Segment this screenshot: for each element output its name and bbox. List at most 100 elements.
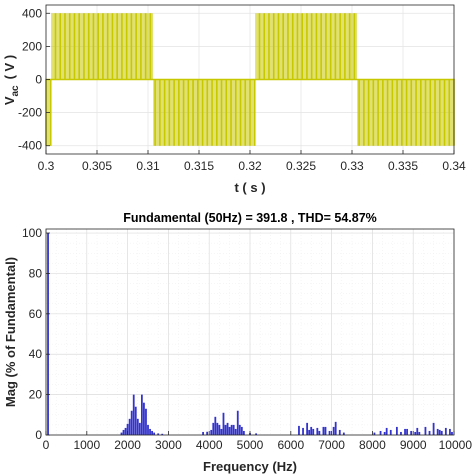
fft-bar: [132, 394, 135, 435]
voltage-x-axis-label: t ( s ): [234, 180, 265, 195]
fft-bar: [242, 430, 245, 435]
fft-bar: [449, 428, 451, 435]
fft-bar: [440, 430, 443, 435]
fft-bar: [298, 425, 300, 435]
fft-x-tick-label: 3000: [155, 438, 182, 452]
fft-bar: [418, 431, 421, 435]
fft-bar: [212, 422, 215, 435]
fft-bar: [342, 432, 345, 435]
voltage-pulse-block: [357, 79, 454, 146]
fft-bar: [436, 428, 439, 435]
fft-bar: [214, 416, 217, 435]
fft-bar: [122, 429, 125, 435]
fft-bar: [416, 427, 419, 435]
voltage-waveform-chart: 0.3 0.305 0.31 0.315 0.32 0.325 0.33 0.335 0.34 -…: [2, 4, 466, 195]
fft-title: Fundamental (50Hz) = 391.8 , THD= 54.87%: [123, 211, 377, 225]
fft-bar: [161, 433, 164, 435]
fft-bar: [216, 422, 219, 435]
fft-bar: [134, 406, 137, 435]
fft-bar: [306, 422, 309, 435]
fft-bar: [444, 427, 447, 435]
fft-bar: [234, 428, 237, 435]
fft-bar: [383, 431, 386, 435]
fft-x-tick-label: 9000: [400, 438, 427, 452]
voltage-x-tick-label: 0.34: [442, 159, 466, 173]
voltage-pulse-block: [51, 13, 154, 80]
fft-x-tick-label: 8000: [359, 438, 386, 452]
fft-y-tick-label: 80: [29, 266, 43, 280]
voltage-x-tick-label: 0.305: [82, 159, 112, 173]
fft-bar: [404, 428, 406, 435]
voltage-y-tick-label: -400: [18, 139, 42, 153]
voltage-y-tick-label: 0: [35, 73, 42, 87]
fft-bar: [128, 418, 131, 435]
voltage-x-tick-label: 0.315: [184, 159, 214, 173]
fft-bar: [310, 426, 313, 435]
fft-bar: [428, 430, 431, 435]
fft-bar: [222, 412, 225, 435]
fft-bar: [332, 426, 335, 435]
fft-bar: [400, 431, 402, 435]
voltage-y-tick-label: 200: [22, 39, 42, 53]
fft-bar: [424, 426, 427, 435]
fft-bar: [202, 431, 204, 435]
fft-bar: [210, 429, 213, 435]
fft-x-tick-label: 10000: [439, 438, 473, 452]
fft-bar: [389, 429, 392, 435]
fft-bar: [228, 426, 231, 435]
fft-bar: [126, 423, 129, 435]
fft-bar: [230, 424, 233, 435]
fft-bar: [136, 418, 139, 435]
voltage-y-label-sub: ac: [10, 85, 21, 97]
fft-ticks: 0 1000 2000 3000 4000 5000 6000 7000 8000 9000 100…: [22, 226, 472, 452]
fft-bar: [157, 433, 160, 435]
fft-bar: [130, 410, 133, 435]
fft-bar: [138, 422, 141, 435]
fft-bar: [308, 429, 311, 435]
fft-x-tick-label: 2000: [114, 438, 141, 452]
fft-bar: [226, 422, 229, 435]
fft-bar: [316, 427, 319, 435]
voltage-x-tick-label: 0.325: [286, 159, 316, 173]
fft-bar: [224, 424, 227, 435]
fft-bar: [143, 402, 145, 435]
fft-bars: [47, 233, 453, 435]
voltage-pulse-block: [255, 13, 358, 80]
fft-bar: [312, 428, 315, 435]
fft-bar: [324, 426, 327, 435]
fft-y-tick-label: 0: [35, 428, 42, 442]
fft-bar: [124, 427, 127, 435]
fft-bar: [206, 431, 209, 435]
voltage-pulse-block: [153, 79, 256, 146]
fft-bar: [451, 431, 453, 435]
fft-x-tick-label: 0: [43, 438, 50, 452]
fft-y-tick-label: 60: [29, 307, 43, 321]
fft-x-tick-label: 5000: [237, 438, 264, 452]
fft-bar: [322, 426, 325, 435]
fft-bar: [238, 424, 241, 435]
fft-bar: [334, 421, 337, 435]
fft-bar: [318, 430, 321, 435]
fft-x-tick-label: 4000: [196, 438, 223, 452]
fft-bar: [410, 430, 413, 435]
voltage-series: [45, 13, 455, 146]
voltage-y-axis-label: Vac ( V ): [2, 55, 21, 105]
fft-bar: [236, 410, 239, 435]
fft-bar: [373, 432, 376, 435]
voltage-y-tick-label: -200: [18, 106, 42, 120]
voltage-y-label-unit: ( V ): [2, 55, 17, 80]
fft-bar: [232, 424, 235, 435]
fft-bar: [395, 426, 398, 435]
fft-bar: [153, 432, 156, 435]
fft-bar: [149, 428, 151, 435]
voltage-y-tick-label: 400: [22, 6, 42, 20]
fft-y-axis-label: Mag (% of Fundamental): [3, 257, 18, 407]
fft-bar: [145, 408, 147, 435]
fft-bar: [406, 428, 408, 435]
fft-bar: [438, 429, 441, 435]
fft-bar: [432, 422, 435, 435]
voltage-x-tick-label: 0.31: [136, 159, 160, 173]
fft-bar: [379, 430, 382, 435]
voltage-y-label-main: V: [2, 96, 17, 105]
fft-bar: [218, 424, 221, 435]
